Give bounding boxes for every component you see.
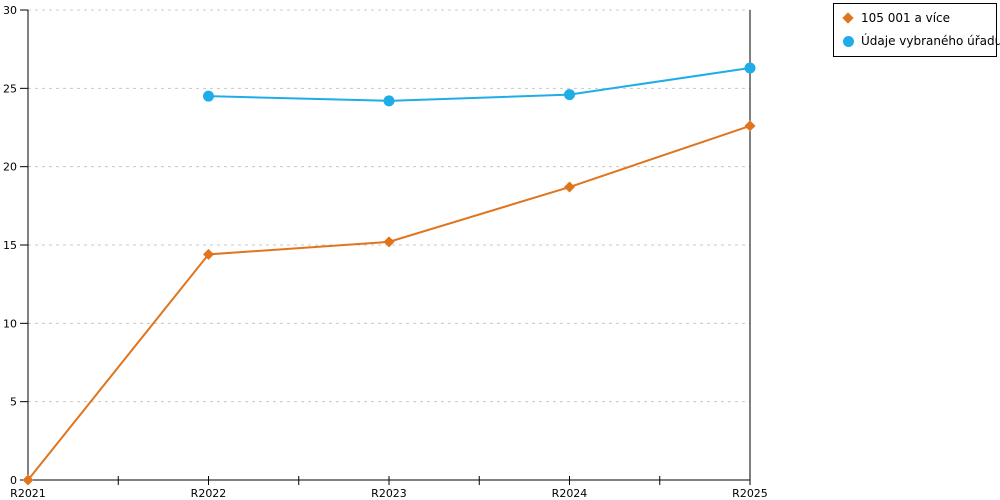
circle-marker-icon (744, 62, 756, 74)
circle-marker-icon (564, 89, 575, 101)
circle-marker-icon (383, 95, 395, 107)
diamond-marker-icon (842, 12, 854, 24)
legend-item-105-001-a-vice[interactable]: 105 001 a více (842, 11, 990, 25)
y-axis-tick-label: 5 (10, 396, 17, 409)
y-axis-tick-label: 10 (3, 317, 17, 330)
series-line (27, 124, 751, 481)
x-axis-tick-label: R2024 (552, 487, 588, 500)
legend-label: 105 001 a více (861, 11, 951, 25)
x-axis-tick-label: R2025 (732, 487, 768, 500)
y-axis-tick-label: 0 (10, 474, 17, 487)
legend-label: Údaje vybraného úřadu (861, 34, 1000, 48)
x-axis-tick-label: R2022 (191, 487, 227, 500)
diamond-marker-icon (383, 236, 395, 248)
x-axis-tick-label: R2021 (10, 487, 46, 500)
y-axis-tick-label: 30 (3, 4, 17, 17)
y-axis-tick-label: 15 (3, 239, 17, 252)
legend: 105 001 a více Údaje vybraného úřadu (833, 3, 1000, 57)
circle-marker-icon (203, 90, 214, 102)
series-line (208, 66, 751, 102)
diamond-marker-icon (564, 181, 575, 193)
legend-item-udaje-vybraneho-uradu[interactable]: Údaje vybraného úřadu (843, 34, 1000, 48)
diamond-marker-icon (744, 120, 756, 132)
circle-marker-icon (843, 35, 854, 47)
diamond-marker-icon (22, 474, 34, 486)
y-axis-tick-label: 25 (3, 82, 17, 95)
x-axis-tick-label: R2023 (371, 487, 407, 500)
diamond-marker-icon (203, 248, 214, 260)
y-axis-tick-label: 20 (3, 161, 17, 174)
